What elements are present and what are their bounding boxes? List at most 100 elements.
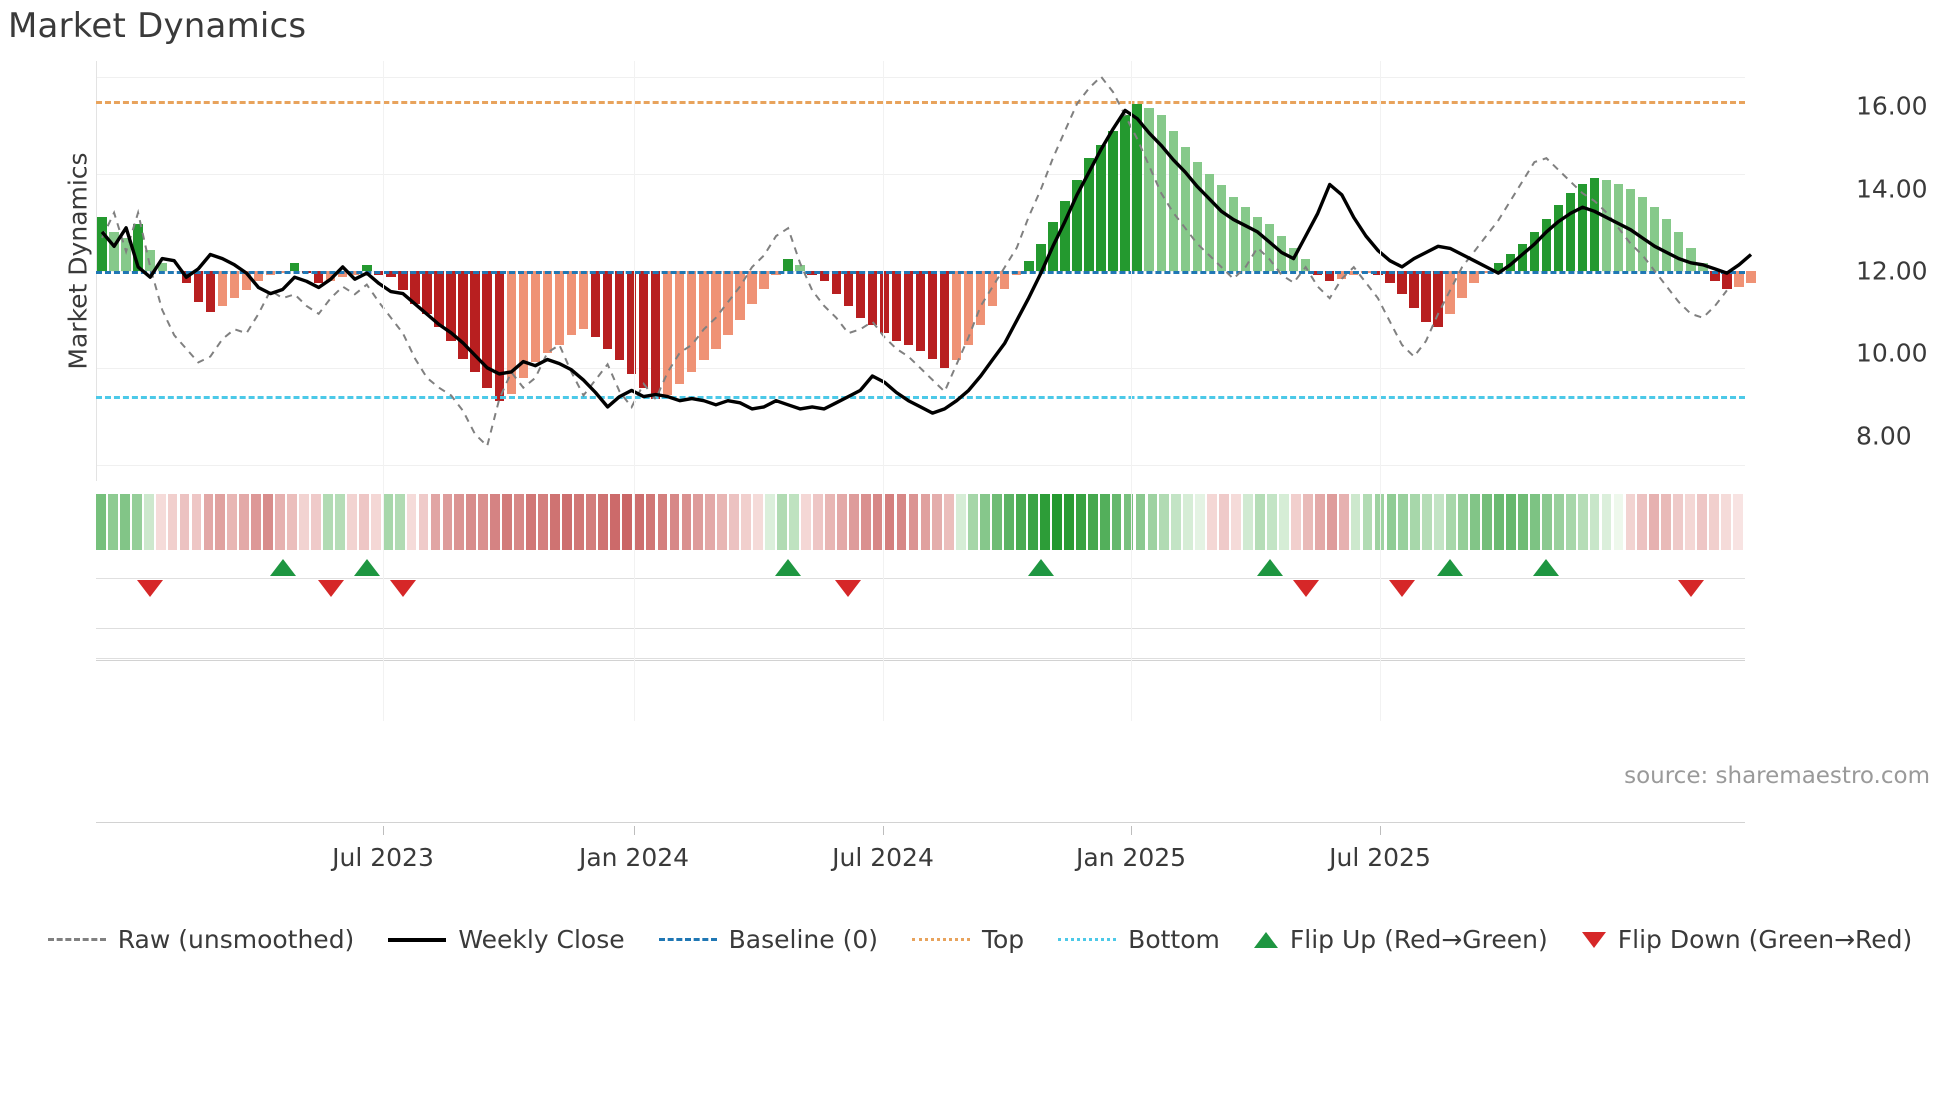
legend-item[interactable]: Weekly Close xyxy=(388,925,625,954)
heatmap-cell xyxy=(155,494,166,550)
flip-down-marker-icon xyxy=(389,580,416,597)
legend-item-label: Flip Up (Red→Green) xyxy=(1289,925,1548,954)
histogram-bar xyxy=(1674,232,1684,271)
heatmap-cell xyxy=(801,494,811,550)
heatmap-cell xyxy=(1685,494,1696,550)
source-credit: source: sharemaestro.com xyxy=(1624,763,1930,789)
heatmap-cell xyxy=(394,494,405,550)
heatmap-cell xyxy=(131,494,142,550)
legend-item[interactable]: Baseline (0) xyxy=(658,925,878,954)
histogram-bar xyxy=(711,271,721,349)
legend-triangle-up-icon xyxy=(1253,931,1278,948)
heatmap-cell xyxy=(1434,494,1445,550)
histogram-bar xyxy=(988,271,998,306)
histogram-bar xyxy=(1240,206,1251,271)
heatmap-cell xyxy=(478,494,489,550)
histogram-bar xyxy=(1096,144,1106,271)
histogram-bar xyxy=(1529,232,1540,271)
heatmap-cell xyxy=(717,494,728,550)
histogram-bar xyxy=(1746,271,1756,283)
flip-up-marker-icon xyxy=(1533,559,1560,576)
x-axis-tick-label: Jul 2025 xyxy=(1329,843,1431,872)
legend-item[interactable]: Top xyxy=(911,925,1024,954)
histogram-bar xyxy=(1577,183,1588,271)
histogram-bar xyxy=(867,271,878,326)
heatmap-cell xyxy=(669,494,680,550)
heatmap-cell xyxy=(1541,494,1552,550)
heatmap-cell xyxy=(812,494,823,550)
heatmap-cell xyxy=(1577,494,1588,550)
histogram-bar xyxy=(855,271,865,318)
histogram-bar xyxy=(614,271,625,361)
histogram-bar xyxy=(663,271,673,396)
histogram-bar xyxy=(1144,107,1154,271)
histogram-bar xyxy=(205,271,216,312)
histogram-bar xyxy=(1168,131,1178,271)
gridline xyxy=(96,465,1745,467)
heatmap-cell xyxy=(454,494,465,550)
heatmap-cell xyxy=(1470,494,1480,550)
heatmap-cell xyxy=(1147,494,1158,550)
heatmap-cell xyxy=(1326,494,1337,550)
histogram-bar xyxy=(1120,115,1130,271)
histogram-bar xyxy=(843,271,853,306)
heatmap-cell xyxy=(693,494,704,550)
histogram-bar xyxy=(229,271,240,299)
legend-item[interactable]: Bottom xyxy=(1058,925,1220,954)
heatmap-cell xyxy=(992,494,1002,550)
histogram-bar xyxy=(1337,271,1347,279)
histogram-bar xyxy=(831,271,841,295)
legend-item[interactable]: Raw (unsmoothed) xyxy=(47,925,354,954)
chart-legend: Raw (unsmoothed) Weekly Close Baseline (0)… xyxy=(0,925,1960,954)
heatmap-cell xyxy=(334,494,345,550)
heatmap-cell xyxy=(836,494,847,550)
histogram-bar xyxy=(735,271,745,320)
heatmap-cell xyxy=(729,494,740,550)
x-axis-tick-label: Jul 2023 xyxy=(332,843,434,872)
heatmap-strip xyxy=(96,494,1745,550)
heatmap-cell xyxy=(585,494,596,550)
gridline xyxy=(96,173,1745,175)
legend-item-label: Bottom xyxy=(1128,925,1220,954)
reference-line-top xyxy=(96,100,1745,104)
heatmap-cell xyxy=(1709,494,1719,550)
histogram-bar xyxy=(1710,271,1720,281)
histogram-bar xyxy=(1565,193,1576,271)
heatmap-cell xyxy=(645,494,656,550)
heatmap-cell xyxy=(573,494,584,550)
histogram-bar xyxy=(1060,201,1070,271)
legend-dotted-line-icon xyxy=(911,938,970,941)
heatmap-cell xyxy=(968,494,979,550)
heatmap-cell xyxy=(932,494,943,550)
heatmap-cell xyxy=(908,494,919,550)
heatmap-cell xyxy=(1243,494,1253,550)
heatmap-cell xyxy=(1733,494,1743,550)
heatmap-cell xyxy=(1219,494,1230,550)
histogram-bar xyxy=(1300,259,1311,271)
x-axis-tick-mark xyxy=(1131,826,1132,835)
x-axis-tick-mark xyxy=(1380,826,1381,835)
reference-line-bottom xyxy=(96,396,1745,400)
y-axis-right-tick: 8.00 xyxy=(1856,421,1912,451)
histogram-bar xyxy=(602,271,613,349)
heatmap-cell xyxy=(621,494,632,550)
histogram-bar xyxy=(1252,216,1263,271)
heatmap-cell xyxy=(1613,494,1624,550)
reference-line-baseline-0 xyxy=(96,271,1745,274)
heatmap-cell xyxy=(1422,494,1433,550)
heatmap-cell xyxy=(227,494,238,550)
histogram-bar xyxy=(1084,158,1094,271)
heatmap-cell xyxy=(1589,494,1600,550)
heatmap-cell xyxy=(824,494,835,550)
histogram-bar xyxy=(253,271,264,281)
heatmap-cell xyxy=(1255,494,1265,550)
legend-item[interactable]: Flip Down (Green→Red) xyxy=(1581,925,1912,954)
legend-item[interactable]: Flip Up (Red→Green) xyxy=(1253,925,1548,954)
heatmap-cell xyxy=(514,494,525,550)
histogram-bar xyxy=(1397,271,1407,295)
heatmap-cell xyxy=(1350,494,1361,550)
histogram-bar xyxy=(1505,253,1515,271)
histogram-bar xyxy=(939,271,950,369)
heatmap-cell xyxy=(1494,494,1504,550)
legend-solid-line-icon xyxy=(388,937,447,942)
